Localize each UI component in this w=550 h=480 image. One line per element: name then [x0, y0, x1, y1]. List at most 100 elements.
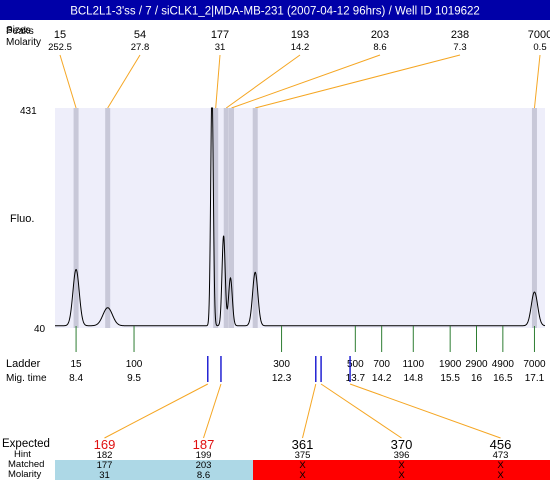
- ladder-label: Ladder: [6, 358, 41, 370]
- peaks-label: Peaks: [6, 26, 34, 37]
- peak-band-4: [229, 108, 235, 328]
- peak-connector-1: [107, 54, 141, 109]
- ladder-size-2: 300: [273, 359, 290, 370]
- ladder-size-5: 1100: [403, 359, 425, 370]
- matched-molarity-1: 8.6: [197, 470, 210, 480]
- ladder-size-4: 700: [373, 359, 390, 370]
- sizes-label: Sizes: [6, 25, 30, 36]
- ladder-ticks: [75, 326, 535, 352]
- peak-size-2: 177: [211, 29, 229, 41]
- expected-size-0: 169: [94, 437, 116, 452]
- expected-markers: [207, 356, 351, 382]
- matched-size-3: X: [398, 460, 405, 471]
- expected-size-3: 370: [391, 437, 413, 452]
- match-cell-0: [55, 460, 155, 480]
- peak-molarity-4: 8.6: [373, 42, 386, 53]
- fluorescence-trace: [55, 107, 546, 327]
- peak-molarity-3: 14.2: [291, 42, 310, 53]
- title-text: BCL2L1-3'ss / 7 / siCLK1_2|MDA-MB-231 (2…: [70, 6, 480, 18]
- ladder-mig-5: 14.8: [404, 373, 424, 384]
- ladder-mig-6: 15.5: [440, 373, 460, 384]
- plot-area: [55, 108, 545, 328]
- y-axis-label: Fluo.: [10, 213, 34, 225]
- ladder-mig-2: 12.3: [272, 373, 292, 384]
- peak-connectors: [59, 54, 541, 109]
- matched-size-1: 203: [196, 460, 212, 471]
- peak-band-1: [105, 108, 111, 328]
- ladder-mig-0: 8.4: [69, 373, 83, 384]
- ladder-mig-8: 16.5: [493, 373, 513, 384]
- peak-size-6: 7000: [528, 29, 550, 41]
- expected-connector-4: [349, 383, 501, 439]
- expected-connector-1: [203, 383, 222, 439]
- ladder-size-7: 2900: [465, 359, 488, 370]
- expected-connector-0: [104, 383, 209, 439]
- peak-band-3: [223, 108, 229, 328]
- ladder-size-1: 100: [126, 359, 143, 370]
- ladder-mig-7: 16: [471, 373, 483, 384]
- hint-size-3: 396: [394, 450, 410, 461]
- peak-molarity-2: 31: [215, 42, 226, 53]
- expected-size-2: 361: [292, 437, 314, 452]
- peak-connector-5: [255, 54, 461, 109]
- peak-size-0: 15: [54, 29, 66, 41]
- ladder-mig-3: 13.7: [346, 373, 366, 384]
- ladder-size-3: 500: [347, 359, 364, 370]
- peak-connector-3: [225, 54, 301, 109]
- peak-molarity-0: 252.5: [48, 42, 72, 53]
- matched-label: Matched: [8, 459, 44, 470]
- ladder-size-0: 15: [71, 359, 83, 370]
- match-cell-3: [352, 460, 452, 480]
- matched-molarity-4: X: [497, 470, 504, 480]
- expected-connector-2: [302, 383, 317, 439]
- matched-size-0: 177: [97, 460, 113, 471]
- ladder-mig-4: 14.2: [372, 373, 392, 384]
- matched-molarity-3: X: [398, 470, 405, 480]
- hint-label: Hint: [14, 449, 31, 460]
- match-cell-2: [253, 460, 353, 480]
- peak-molarity-5: 7.3: [453, 42, 466, 53]
- ladder-mig-1: 9.5: [127, 373, 141, 384]
- expected-label: Expected: [2, 438, 50, 450]
- peak-size-5: 238: [451, 29, 469, 41]
- peak-size-3: 193: [291, 29, 309, 41]
- peak-band-0: [73, 108, 79, 328]
- peak-connector-6: [533, 54, 541, 109]
- matched-size-4: X: [497, 460, 504, 471]
- peak-size-4: 203: [371, 29, 389, 41]
- peak-band-6: [531, 108, 537, 328]
- peak-molarity-1: 27.8: [131, 42, 150, 53]
- peak-bands: [73, 108, 537, 328]
- expected-connectors: [104, 383, 501, 439]
- peak-band-2: [213, 108, 219, 328]
- peak-band-5: [252, 108, 258, 328]
- molarity-label: Molarity: [6, 37, 41, 48]
- peak-molarity-6: 0.5: [533, 42, 546, 53]
- ladder-size-9: 7000: [523, 359, 546, 370]
- peak-connector-4: [231, 54, 381, 109]
- hint-size-4: 473: [493, 450, 509, 461]
- ladder-size-8: 4900: [492, 359, 515, 370]
- matched-size-2: X: [299, 460, 306, 471]
- peak-size-1: 54: [134, 29, 146, 41]
- hint-size-2: 375: [295, 450, 311, 461]
- expected-table: 169182177311871992038.6361375XX370396XX4…: [55, 437, 550, 480]
- peak-connector-2: [215, 54, 221, 109]
- y-tick-max: 431: [20, 106, 37, 117]
- match-cell-1: [154, 460, 254, 480]
- peak-connector-0: [59, 54, 77, 109]
- expected-size-1: 187: [193, 437, 215, 452]
- ladder-size-6: 1900: [439, 359, 462, 370]
- title-bar: [0, 0, 550, 20]
- molarity-bottom-label: Molarity: [8, 469, 42, 480]
- hint-size-1: 199: [196, 450, 212, 461]
- matched-molarity-2: X: [299, 470, 306, 480]
- hint-size-0: 182: [97, 450, 113, 461]
- ladder-table: 15 8.4 100 9.5 300 12.3 500 13.7 700 14.2 1100 14.8…: [69, 359, 546, 384]
- ladder-mig-9: 17.1: [525, 373, 545, 384]
- matched-molarity-0: 31: [99, 470, 110, 480]
- expected-connector-3: [320, 383, 402, 439]
